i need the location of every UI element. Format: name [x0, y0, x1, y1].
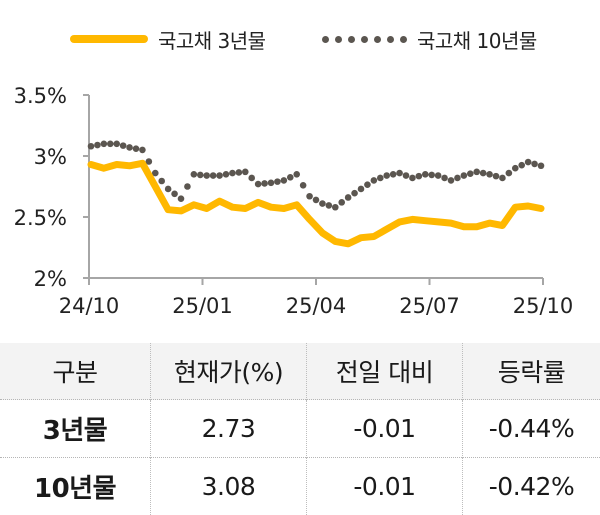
svg-text:25/07: 25/07 — [399, 294, 460, 318]
svg-text:3%: 3% — [34, 145, 67, 169]
chart-series — [88, 141, 545, 244]
y-axis: 3.5% 3% 2.5% 2% — [14, 84, 89, 291]
row-price: 2.73 — [151, 400, 307, 458]
header-category: 구분 — [0, 343, 151, 400]
line-chart: 3.5% 3% 2.5% 2% 24/10 25/01 25/04 25/07 25/10 — [0, 0, 600, 330]
row-rate: -0.42% — [463, 458, 600, 515]
row-change: -0.01 — [307, 458, 463, 515]
table-header-row: 구분 현재가(%) 전일 대비 등락률 — [0, 343, 600, 400]
svg-text:24/10: 24/10 — [59, 294, 120, 318]
svg-text:25/10: 25/10 — [513, 294, 574, 318]
svg-text:3.5%: 3.5% — [14, 84, 67, 108]
row-name: 10년물 — [0, 458, 151, 515]
row-price: 3.08 — [151, 458, 307, 515]
svg-text:2.5%: 2.5% — [14, 206, 67, 230]
svg-text:2%: 2% — [34, 267, 67, 291]
quote-table: 구분 현재가(%) 전일 대비 등락률 3년물 2.73 -0.01 -0.44… — [0, 343, 600, 515]
header-price: 현재가(%) — [151, 343, 307, 400]
header-rate: 등락률 — [463, 343, 600, 400]
table-row: 10년물 3.08 -0.01 -0.42% — [0, 458, 600, 515]
table-row: 3년물 2.73 -0.01 -0.44% — [0, 400, 600, 458]
x-axis: 24/10 25/01 25/04 25/07 25/10 — [59, 278, 574, 318]
row-rate: -0.44% — [463, 400, 600, 458]
row-change: -0.01 — [307, 400, 463, 458]
row-name: 3년물 — [0, 400, 151, 458]
svg-text:25/04: 25/04 — [286, 294, 347, 318]
header-change: 전일 대비 — [307, 343, 463, 400]
svg-text:25/01: 25/01 — [172, 294, 233, 318]
